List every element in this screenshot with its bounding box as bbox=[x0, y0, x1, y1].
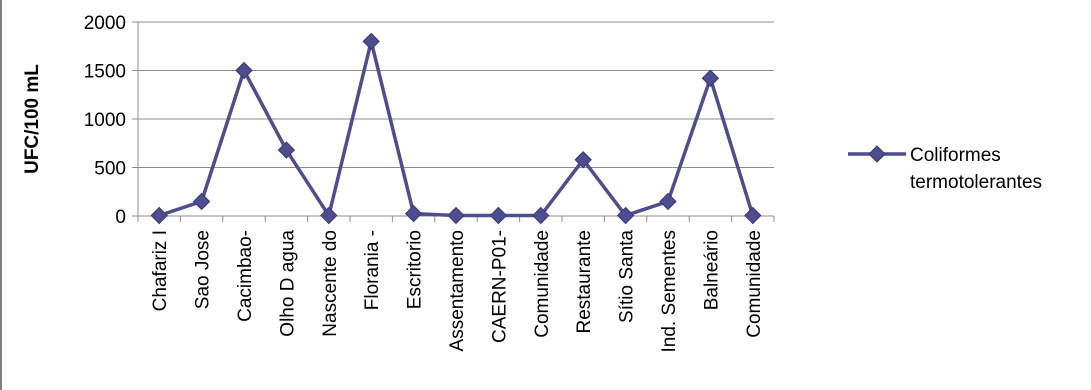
y-tick-label: 500 bbox=[94, 159, 126, 180]
x-category-label: Cacimbao- bbox=[235, 230, 256, 322]
x-category-label: Nascente do bbox=[320, 230, 341, 337]
x-category-label: Restaurante bbox=[574, 230, 595, 334]
data-point-marker[interactable] bbox=[489, 206, 508, 225]
y-tick-label: 0 bbox=[115, 207, 126, 228]
y-axis-title: UFC/100 mL bbox=[22, 64, 43, 174]
data-point-marker[interactable] bbox=[235, 61, 253, 80]
legend-label: termotolerantes bbox=[910, 172, 1042, 193]
x-category-label: Sao Jose bbox=[193, 230, 214, 309]
x-category-label: Assentamento bbox=[447, 230, 468, 351]
x-category-label: Comunidade bbox=[532, 230, 553, 338]
data-point-marker[interactable] bbox=[574, 151, 592, 169]
x-category-label: Olho D agua bbox=[277, 230, 298, 337]
data-point-marker[interactable] bbox=[362, 32, 380, 51]
data-point-marker[interactable] bbox=[192, 192, 211, 211]
data-point-marker[interactable] bbox=[701, 69, 720, 87]
x-category-label: CAERN-P01- bbox=[489, 230, 510, 343]
data-point-marker[interactable] bbox=[659, 192, 677, 211]
x-category-label: Chafariz I bbox=[150, 230, 171, 311]
x-category-label: Escritorio bbox=[405, 230, 426, 309]
y-tick-label: 1000 bbox=[84, 110, 126, 131]
data-point-marker[interactable] bbox=[447, 206, 465, 225]
x-category-label: Florania - bbox=[362, 230, 383, 310]
data-point-marker[interactable] bbox=[277, 141, 296, 159]
x-category-label: Balneário bbox=[701, 230, 722, 310]
legend-label: Coliformes bbox=[910, 145, 1001, 166]
data-point-marker[interactable] bbox=[744, 206, 762, 225]
x-category-label: Ind. Sementes bbox=[659, 230, 680, 353]
data-point-marker[interactable] bbox=[320, 206, 338, 225]
data-point-marker[interactable] bbox=[616, 206, 635, 225]
x-category-label: Comunidade bbox=[744, 230, 765, 338]
data-point-marker[interactable] bbox=[532, 206, 550, 225]
x-category-label: Sítio Santa bbox=[617, 230, 638, 323]
y-tick-label: 2000 bbox=[84, 13, 126, 34]
legend-marker bbox=[868, 145, 886, 163]
data-point-marker[interactable] bbox=[150, 206, 168, 225]
data-point-marker[interactable] bbox=[404, 204, 423, 223]
y-tick-label: 1500 bbox=[84, 62, 126, 83]
